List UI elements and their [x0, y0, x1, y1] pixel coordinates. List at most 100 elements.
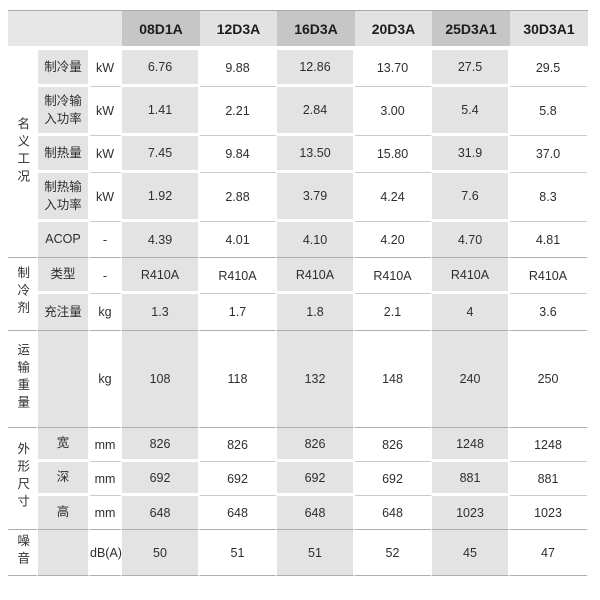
value-cell: 881	[432, 462, 510, 496]
value-cell: 51	[200, 530, 277, 576]
value-cell: 4.10	[277, 222, 355, 258]
group-label-2: 运输重量	[8, 331, 38, 428]
table-row: 制热量 kW 7.45 9.84 13.50 15.80 31.9 37.0	[8, 136, 588, 173]
value-cell: 1023	[432, 496, 510, 530]
row-label: 制冷量	[38, 50, 90, 87]
table-row: 名义工况 制冷量 kW 6.76 9.88 12.86 13.70 27.5 29.5	[8, 50, 588, 258]
value-cell: 2.84	[277, 87, 355, 136]
value-cell: 15.80	[355, 136, 432, 173]
group-label-text: 名义工况	[15, 117, 30, 187]
value-cell: 2.88	[200, 173, 277, 222]
table-row: 制冷输入功率 kW 1.41 2.21 2.84 3.00 5.4 5.8	[8, 87, 588, 136]
value-cell: 2.1	[355, 294, 432, 331]
table-row: 深 mm 692 692 692 692 881 881	[8, 462, 588, 496]
group-label-text: 外形尺寸	[15, 442, 30, 512]
table-body: 名义工况 制冷量 kW 6.76 9.88 12.86 13.70 27.5 29.5 制冷输入功…	[8, 50, 588, 576]
value-cell: 29.5	[510, 50, 588, 87]
value-cell: R410A	[432, 258, 510, 294]
row-label: 高	[38, 496, 90, 530]
model-header-16d3a: 16D3A	[277, 10, 355, 50]
model-header-30d3a1: 30D3A1	[510, 10, 588, 50]
value-cell: 881	[510, 462, 588, 496]
value-cell: 826	[355, 428, 432, 462]
row-label	[38, 530, 90, 576]
table-row: ACOP -4.39 4.01 4.10 4.20 4.70 4.81	[8, 222, 588, 258]
row-label: 宽	[38, 428, 90, 462]
model-header-25d3a1: 25D3A1	[432, 10, 510, 50]
value-cell: 692	[122, 462, 200, 496]
group-label-text: 运输重量	[15, 342, 30, 413]
value-cell: 250	[510, 331, 588, 428]
value-cell: 648	[200, 496, 277, 530]
table-row: 高 mm 648 648 648 648 1023 1023	[8, 496, 588, 530]
value-cell: 240	[432, 331, 510, 428]
row-label: ACOP	[38, 222, 90, 258]
row-label: 深	[38, 462, 90, 496]
value-cell: 692	[200, 462, 277, 496]
row-unit: kW	[90, 87, 122, 136]
value-cell: 5.8	[510, 87, 588, 136]
table-row: 运输重量 kg 108 118 132 148 240 250	[8, 331, 588, 428]
row-unit: kW	[90, 50, 122, 87]
row-unit: -	[90, 222, 122, 258]
value-cell: 3.79	[277, 173, 355, 222]
row-unit: kW	[90, 173, 122, 222]
value-cell: R410A	[277, 258, 355, 294]
value-cell: 5.4	[432, 87, 510, 136]
value-cell: 648	[355, 496, 432, 530]
value-cell: 826	[122, 428, 200, 462]
row-unit: kg	[90, 294, 122, 331]
row-unit: mm	[90, 428, 122, 462]
value-cell: 692	[355, 462, 432, 496]
table-row: 充注量 kg 1.3 1.7 1.8 2.1 4 3.6	[8, 294, 588, 331]
value-cell: 1.3	[122, 294, 200, 331]
value-cell: 7.6	[432, 173, 510, 222]
row-label	[38, 331, 90, 428]
group-label-4: 噪音	[8, 530, 38, 576]
table-header: 08D1A 12D3A 16D3A 20D3A 25D3A1 30D3A1	[8, 10, 588, 50]
row-label: 充注量	[38, 294, 90, 331]
value-cell: 45	[432, 530, 510, 576]
model-header-row: 08D1A 12D3A 16D3A 20D3A 25D3A1 30D3A1	[8, 10, 588, 50]
value-cell: R410A	[200, 258, 277, 294]
row-label: 类型	[38, 258, 90, 294]
value-cell: 9.88	[200, 50, 277, 87]
value-cell: 3.00	[355, 87, 432, 136]
table-row: 噪音 dB(A) 50 51 51 52 45 47	[8, 530, 588, 576]
value-cell: 1.8	[277, 294, 355, 331]
row-unit: kg	[90, 331, 122, 428]
value-cell: 148	[355, 331, 432, 428]
group-label-text: 制冷剂	[15, 266, 30, 319]
model-header-20d3a: 20D3A	[355, 10, 432, 50]
group-label-0: 名义工况	[8, 50, 38, 258]
value-cell: 52	[355, 530, 432, 576]
value-cell: 826	[277, 428, 355, 462]
row-unit: mm	[90, 496, 122, 530]
value-cell: 7.45	[122, 136, 200, 173]
value-cell: 4.70	[432, 222, 510, 258]
value-cell: 4.24	[355, 173, 432, 222]
value-cell: 3.6	[510, 294, 588, 331]
value-cell: 648	[277, 496, 355, 530]
value-cell: 2.21	[200, 87, 277, 136]
value-cell: R410A	[510, 258, 588, 294]
value-cell: 27.5	[432, 50, 510, 87]
value-cell: R410A	[355, 258, 432, 294]
value-cell: 826	[200, 428, 277, 462]
value-cell: R410A	[122, 258, 200, 294]
value-cell: 9.84	[200, 136, 277, 173]
row-unit: dB(A)	[90, 530, 122, 576]
row-unit: -	[90, 258, 122, 294]
spec-table: 08D1A 12D3A 16D3A 20D3A 25D3A1 30D3A1 名义工况 制冷量…	[8, 10, 588, 576]
value-cell: 13.70	[355, 50, 432, 87]
value-cell: 118	[200, 331, 277, 428]
value-cell: 31.9	[432, 136, 510, 173]
value-cell: 4	[432, 294, 510, 331]
value-cell: 51	[277, 530, 355, 576]
model-header-12d3a: 12D3A	[200, 10, 277, 50]
value-cell: 50	[122, 530, 200, 576]
value-cell: 4.20	[355, 222, 432, 258]
value-cell: 132	[277, 331, 355, 428]
value-cell: 1248	[432, 428, 510, 462]
group-label-3: 外形尺寸	[8, 428, 38, 530]
